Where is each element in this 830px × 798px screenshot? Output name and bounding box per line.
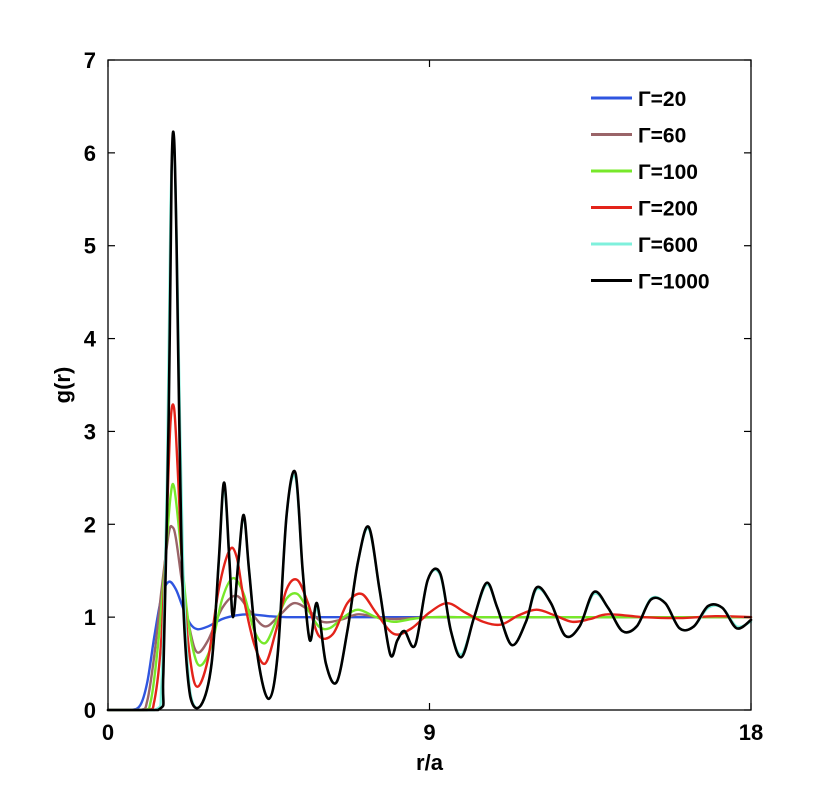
legend-label-2: Γ=60 — [638, 125, 686, 148]
legend-label-3: Γ=100 — [638, 161, 698, 184]
y-tick-label: 7 — [84, 48, 96, 73]
legend-label-5: Γ=600 — [638, 234, 698, 257]
y-tick-label: 2 — [84, 512, 96, 537]
ticks-layer: 0 9 18 0 1 2 3 4 5 6 7 — [84, 48, 763, 745]
series-layer — [106, 130, 753, 712]
y-tick-label: 1 — [84, 605, 96, 630]
legend-label-1: Γ=20 — [638, 88, 686, 111]
y-tick-label: 0 — [84, 698, 96, 723]
series-line-3 — [106, 482, 753, 712]
y-tick-label: 6 — [84, 141, 96, 166]
legend-label-4: Γ=200 — [638, 198, 698, 221]
x-axis-label: r/a — [416, 750, 444, 775]
legend: Γ=20 Γ=60 Γ=100 Γ=200 Γ=600 Γ=1000 — [591, 88, 710, 294]
y-axis-label: g(r) — [50, 367, 75, 404]
x-tick-label: 18 — [739, 720, 763, 745]
series-line-6 — [106, 130, 753, 712]
x-tick-label: 9 — [423, 720, 435, 745]
legend-label-6: Γ=1000 — [638, 271, 710, 294]
series-line-4 — [106, 403, 753, 712]
y-tick-label: 3 — [84, 419, 96, 444]
x-tick-label: 0 — [102, 720, 114, 745]
y-tick-label: 5 — [84, 234, 96, 259]
y-tick-label: 4 — [84, 327, 97, 352]
